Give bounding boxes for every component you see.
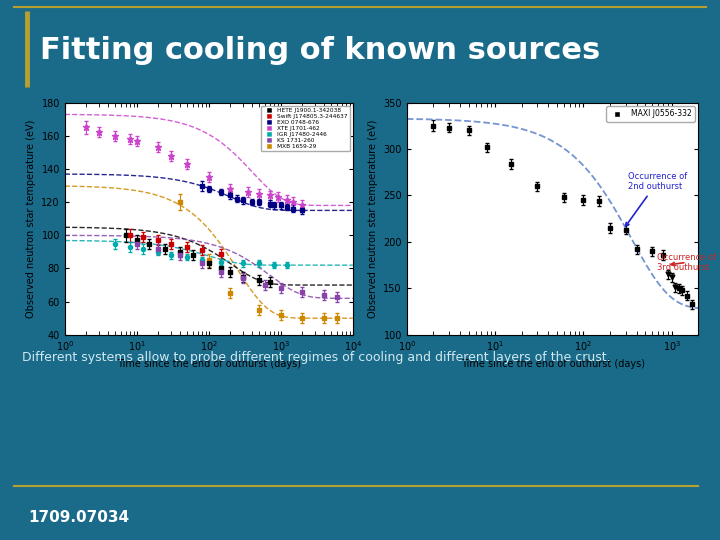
Text: Occurrence of
2nd outhurst: Occurrence of 2nd outhurst bbox=[626, 172, 688, 226]
Text: Fitting cooling of known sources: Fitting cooling of known sources bbox=[40, 36, 600, 65]
Y-axis label: Observed neutron star temperature (eV): Observed neutron star temperature (eV) bbox=[368, 119, 378, 318]
Text: Occurrence of
3rd outhurst: Occurrence of 3rd outhurst bbox=[657, 253, 716, 272]
Legend: MAXI J0556-332: MAXI J0556-332 bbox=[606, 106, 695, 122]
Text: Different systems allow to probe different regimes of cooling and different laye: Different systems allow to probe differe… bbox=[22, 351, 611, 364]
X-axis label: Time since the end of outhurst (days): Time since the end of outhurst (days) bbox=[117, 359, 301, 369]
Y-axis label: Observed neutron star temperature (eV): Observed neutron star temperature (eV) bbox=[26, 119, 36, 318]
Text: 1709.07034: 1709.07034 bbox=[29, 510, 130, 525]
X-axis label: Time since the end of outhurst (days): Time since the end of outhurst (days) bbox=[461, 359, 644, 369]
Legend: HETE J1900.1-342038, Swift J174805.3-244637, EXO 0748-676, XTE J1701-462, IGR J1: HETE J1900.1-342038, Swift J174805.3-244… bbox=[261, 105, 350, 151]
